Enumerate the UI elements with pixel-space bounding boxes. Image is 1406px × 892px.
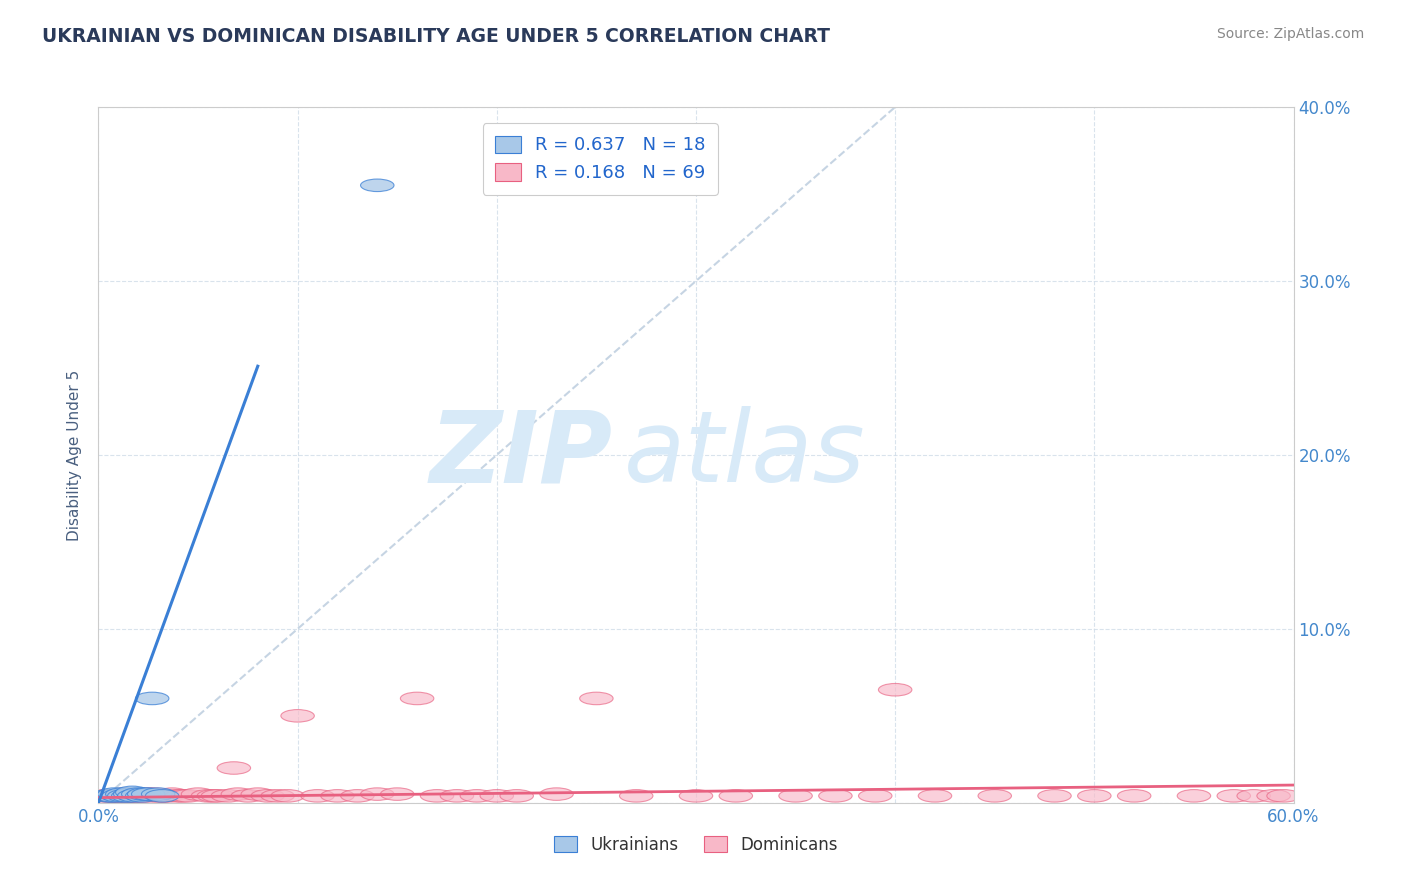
Ellipse shape — [1267, 789, 1301, 802]
Ellipse shape — [211, 789, 245, 802]
Ellipse shape — [221, 788, 254, 800]
Ellipse shape — [145, 789, 179, 802]
Ellipse shape — [420, 789, 454, 802]
Ellipse shape — [135, 692, 169, 705]
Ellipse shape — [138, 788, 172, 800]
Ellipse shape — [172, 789, 205, 802]
Ellipse shape — [128, 788, 160, 800]
Ellipse shape — [97, 788, 131, 800]
Ellipse shape — [479, 789, 513, 802]
Ellipse shape — [191, 789, 225, 802]
Ellipse shape — [879, 683, 912, 696]
Ellipse shape — [101, 789, 135, 802]
Ellipse shape — [440, 789, 474, 802]
Ellipse shape — [381, 788, 413, 800]
Ellipse shape — [1038, 789, 1071, 802]
Ellipse shape — [97, 789, 131, 802]
Ellipse shape — [197, 789, 231, 802]
Ellipse shape — [460, 789, 494, 802]
Ellipse shape — [620, 789, 652, 802]
Ellipse shape — [96, 789, 129, 802]
Ellipse shape — [340, 789, 374, 802]
Legend: Ukrainians, Dominicans: Ukrainians, Dominicans — [547, 830, 845, 861]
Ellipse shape — [115, 789, 149, 802]
Ellipse shape — [128, 789, 160, 802]
Ellipse shape — [101, 789, 135, 802]
Ellipse shape — [156, 788, 188, 800]
Ellipse shape — [252, 789, 284, 802]
Ellipse shape — [1118, 789, 1152, 802]
Ellipse shape — [111, 789, 145, 802]
Ellipse shape — [91, 789, 125, 802]
Ellipse shape — [114, 788, 148, 800]
Ellipse shape — [121, 788, 155, 800]
Ellipse shape — [118, 789, 150, 802]
Ellipse shape — [152, 789, 184, 802]
Ellipse shape — [501, 789, 533, 802]
Ellipse shape — [859, 789, 891, 802]
Ellipse shape — [779, 789, 813, 802]
Ellipse shape — [115, 786, 149, 798]
Ellipse shape — [87, 789, 121, 802]
Ellipse shape — [96, 789, 129, 802]
Ellipse shape — [125, 789, 159, 802]
Ellipse shape — [132, 788, 165, 800]
Ellipse shape — [105, 789, 139, 802]
Ellipse shape — [360, 788, 394, 800]
Ellipse shape — [142, 789, 174, 802]
Ellipse shape — [1177, 789, 1211, 802]
Ellipse shape — [1237, 789, 1271, 802]
Ellipse shape — [360, 179, 394, 192]
Ellipse shape — [818, 789, 852, 802]
Ellipse shape — [108, 788, 141, 800]
Ellipse shape — [301, 789, 335, 802]
Ellipse shape — [918, 789, 952, 802]
Ellipse shape — [91, 789, 125, 802]
Ellipse shape — [142, 788, 174, 800]
Ellipse shape — [281, 709, 315, 723]
Ellipse shape — [118, 789, 150, 802]
Ellipse shape — [201, 789, 235, 802]
Y-axis label: Disability Age Under 5: Disability Age Under 5 — [67, 369, 83, 541]
Ellipse shape — [679, 789, 713, 802]
Ellipse shape — [1257, 789, 1291, 802]
Ellipse shape — [217, 762, 250, 774]
Ellipse shape — [111, 789, 145, 802]
Ellipse shape — [145, 789, 179, 802]
Ellipse shape — [162, 789, 195, 802]
Ellipse shape — [579, 692, 613, 705]
Ellipse shape — [148, 789, 181, 802]
Text: atlas: atlas — [624, 407, 866, 503]
Ellipse shape — [1077, 789, 1111, 802]
Text: ZIP: ZIP — [429, 407, 613, 503]
Ellipse shape — [321, 789, 354, 802]
Ellipse shape — [240, 788, 274, 800]
Ellipse shape — [262, 789, 294, 802]
Ellipse shape — [125, 789, 159, 802]
Ellipse shape — [979, 789, 1011, 802]
Ellipse shape — [101, 789, 135, 802]
Text: Source: ZipAtlas.com: Source: ZipAtlas.com — [1216, 27, 1364, 41]
Ellipse shape — [132, 788, 165, 800]
Ellipse shape — [135, 789, 169, 802]
Ellipse shape — [718, 789, 752, 802]
Ellipse shape — [1218, 789, 1250, 802]
Text: UKRAINIAN VS DOMINICAN DISABILITY AGE UNDER 5 CORRELATION CHART: UKRAINIAN VS DOMINICAN DISABILITY AGE UN… — [42, 27, 830, 45]
Ellipse shape — [540, 788, 574, 800]
Ellipse shape — [114, 789, 148, 802]
Ellipse shape — [231, 789, 264, 802]
Ellipse shape — [121, 789, 155, 802]
Ellipse shape — [166, 789, 198, 802]
Ellipse shape — [401, 692, 434, 705]
Ellipse shape — [108, 789, 141, 802]
Ellipse shape — [105, 788, 139, 800]
Ellipse shape — [271, 789, 304, 802]
Ellipse shape — [181, 788, 215, 800]
